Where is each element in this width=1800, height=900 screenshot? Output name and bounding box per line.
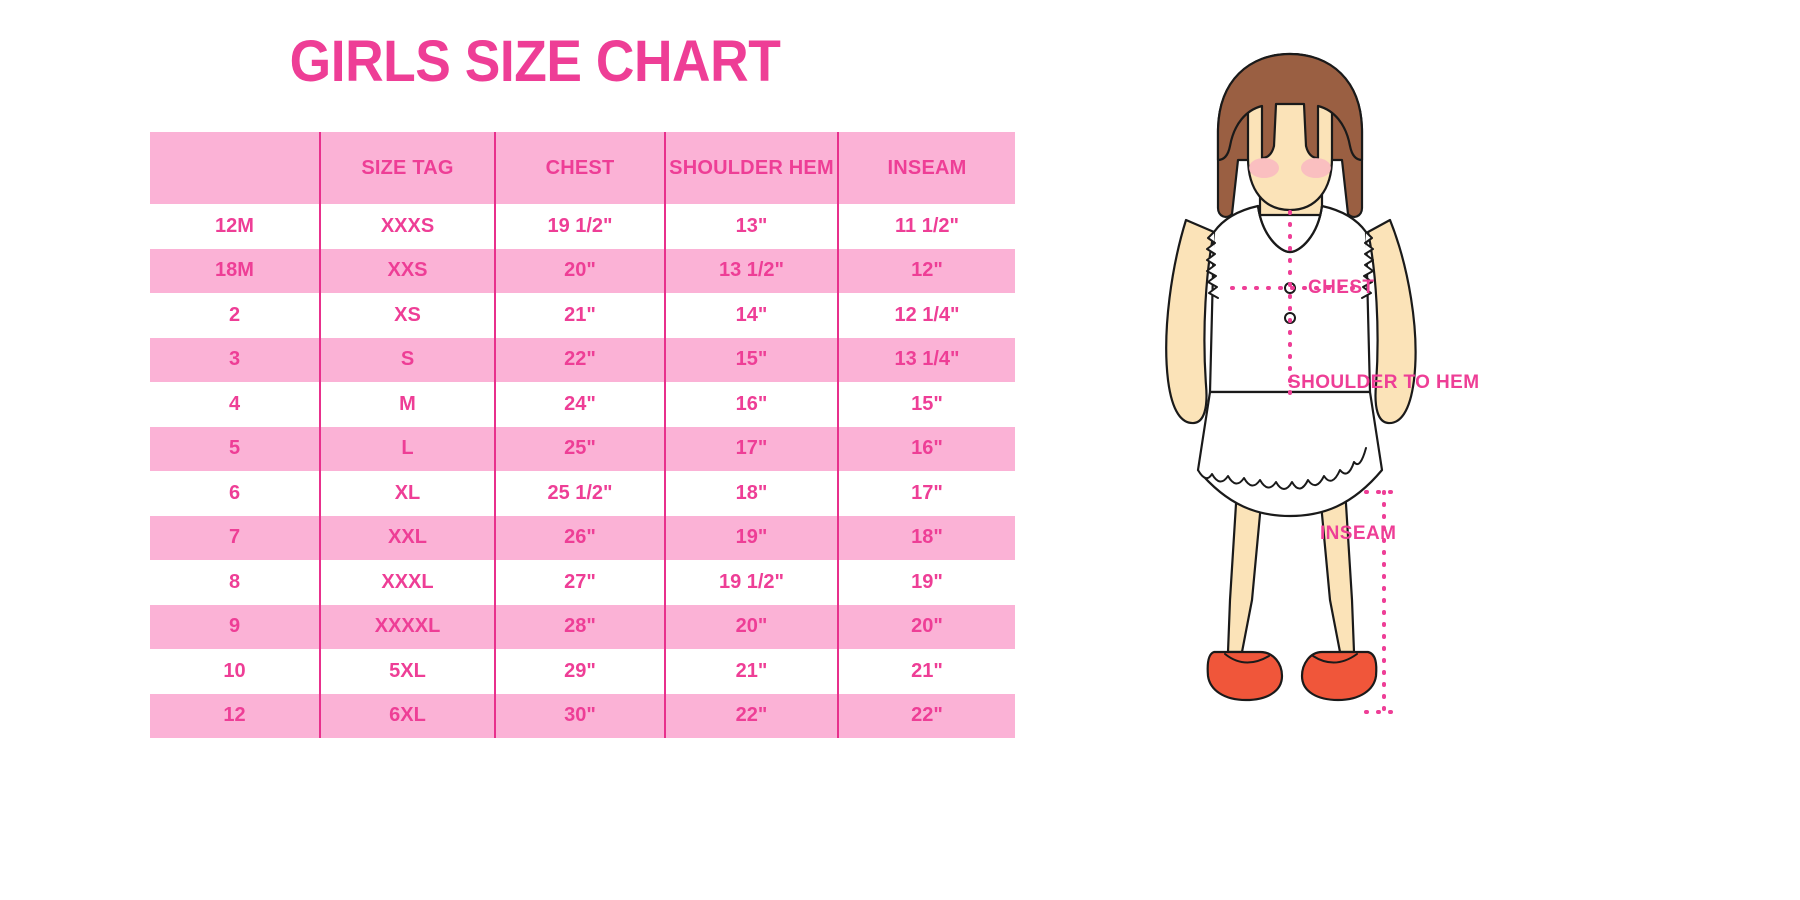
cell-size: 8 bbox=[228, 570, 241, 593]
cell-shoulder-hem: 13" bbox=[664, 204, 838, 249]
right-cheek bbox=[1301, 158, 1331, 178]
table-body: 12M XXXS 19 1/2" 13" 11 1/2" 18M XXS 20"… bbox=[150, 204, 1015, 738]
table-row: 12 6XL 30" 22" 22" bbox=[150, 693, 1015, 738]
cell-size-tag: 6XL bbox=[319, 693, 495, 738]
left-arm bbox=[1165, 218, 1216, 425]
cell-size-tag: L bbox=[319, 426, 495, 471]
girl-figure-illustration bbox=[1090, 40, 1510, 780]
cell-size-tag: XXXL bbox=[319, 560, 495, 605]
cell-size: 12M bbox=[215, 214, 254, 237]
table-header-row: SIZE TAG CHEST SHOULDER HEM INSEAM bbox=[150, 132, 1015, 204]
cell-size-tag: XS bbox=[319, 293, 495, 338]
column-header-size bbox=[150, 132, 320, 204]
cell-size-tag: XXXXL bbox=[319, 604, 495, 649]
cell-inseam: 19" bbox=[837, 560, 1015, 605]
table-header: SIZE TAG CHEST SHOULDER HEM INSEAM bbox=[150, 132, 1015, 204]
column-header-size-tag: SIZE TAG bbox=[319, 132, 495, 204]
cell-chest: 25 1/2" bbox=[494, 471, 665, 516]
cell-size: 5 bbox=[228, 437, 241, 460]
cell-shoulder-hem: 20" bbox=[664, 604, 838, 649]
left-sleeve-ruffle bbox=[1206, 231, 1219, 299]
table-row: 10 5XL 29" 21" 21" bbox=[150, 649, 1015, 694]
cell-size-tag: XXL bbox=[319, 515, 495, 560]
column-header-inseam: INSEAM bbox=[837, 132, 1015, 204]
cell-inseam: 17" bbox=[837, 471, 1015, 516]
table-row: 8 XXXL 27" 19 1/2" 19" bbox=[150, 560, 1015, 605]
left-shoe-strap bbox=[1224, 653, 1270, 664]
cell-chest: 29" bbox=[494, 649, 665, 694]
cell-size: 4 bbox=[228, 392, 241, 415]
cell-inseam: 20" bbox=[837, 604, 1015, 649]
skirt-hem-ruffle bbox=[1197, 447, 1367, 490]
cell-inseam: 11 1/2" bbox=[837, 204, 1015, 249]
cell-size-tag: M bbox=[319, 382, 495, 427]
cell-size-tag: 5XL bbox=[319, 649, 495, 694]
table-row: 9 XXXXL 28" 20" 20" bbox=[150, 604, 1015, 649]
cell-inseam: 12 1/4" bbox=[837, 293, 1015, 338]
table-row: 12M XXXS 19 1/2" 13" 11 1/2" bbox=[150, 204, 1015, 249]
table-row: 7 XXL 26" 19" 18" bbox=[150, 515, 1015, 560]
cell-shoulder-hem: 21" bbox=[664, 649, 838, 694]
table-row: 18M XXS 20" 13 1/2" 12" bbox=[150, 248, 1015, 293]
cell-chest: 26" bbox=[494, 515, 665, 560]
left-shoe bbox=[1206, 650, 1284, 702]
cell-inseam: 22" bbox=[837, 693, 1015, 738]
cell-chest: 30" bbox=[494, 693, 665, 738]
cell-chest: 27" bbox=[494, 560, 665, 605]
column-header-chest: CHEST bbox=[494, 132, 665, 204]
cell-inseam: 13 1/4" bbox=[837, 337, 1015, 382]
cell-size-tag: S bbox=[319, 337, 495, 382]
cell-size: 10 bbox=[223, 659, 246, 682]
table-row: 6 XL 25 1/2" 18" 17" bbox=[150, 471, 1015, 516]
cell-inseam: 18" bbox=[837, 515, 1015, 560]
cell-shoulder-hem: 19" bbox=[664, 515, 838, 560]
size-chart-table-container: SIZE TAG CHEST SHOULDER HEM INSEAM 12M X… bbox=[150, 132, 1015, 738]
cell-chest: 19 1/2" bbox=[494, 204, 665, 249]
cell-shoulder-hem: 15" bbox=[664, 337, 838, 382]
table-row: 5 L 25" 17" 16" bbox=[150, 426, 1015, 471]
neckline bbox=[1256, 204, 1324, 254]
right-shoe-strap bbox=[1312, 653, 1358, 664]
hair-front bbox=[1216, 52, 1364, 162]
cell-shoulder-hem: 13 1/2" bbox=[664, 248, 838, 293]
right-shoe bbox=[1300, 650, 1378, 702]
cell-chest: 25" bbox=[494, 426, 665, 471]
cell-size: 7 bbox=[228, 526, 241, 549]
cell-shoulder-hem: 22" bbox=[664, 693, 838, 738]
skirt bbox=[1196, 390, 1384, 518]
cell-size: 18M bbox=[215, 259, 254, 282]
cell-size: 6 bbox=[228, 481, 241, 504]
cell-size-tag: XXXS bbox=[319, 204, 495, 249]
cell-shoulder-hem: 19 1/2" bbox=[664, 560, 838, 605]
table-row: 2 XS 21" 14" 12 1/4" bbox=[150, 293, 1015, 338]
right-arm bbox=[1366, 218, 1417, 425]
cell-size-tag: XXS bbox=[319, 248, 495, 293]
cell-shoulder-hem: 18" bbox=[664, 471, 838, 516]
cell-size: 3 bbox=[228, 348, 241, 371]
cell-chest: 20" bbox=[494, 248, 665, 293]
cell-size-tag: XL bbox=[319, 471, 495, 516]
cell-chest: 21" bbox=[494, 293, 665, 338]
right-sleeve-ruffle bbox=[1361, 231, 1374, 299]
cell-inseam: 15" bbox=[837, 382, 1015, 427]
cell-chest: 22" bbox=[494, 337, 665, 382]
cell-shoulder-hem: 16" bbox=[664, 382, 838, 427]
cell-size: 9 bbox=[228, 615, 241, 638]
left-cheek bbox=[1249, 158, 1279, 178]
cell-inseam: 21" bbox=[837, 649, 1015, 694]
cell-inseam: 12" bbox=[837, 248, 1015, 293]
cell-shoulder-hem: 14" bbox=[664, 293, 838, 338]
cell-inseam: 16" bbox=[837, 426, 1015, 471]
cell-chest: 24" bbox=[494, 382, 665, 427]
cell-chest: 28" bbox=[494, 604, 665, 649]
cell-shoulder-hem: 17" bbox=[664, 426, 838, 471]
table-row: 3 S 22" 15" 13 1/4" bbox=[150, 337, 1015, 382]
column-header-shoulder-hem: SHOULDER HEM bbox=[664, 132, 838, 204]
cell-size: 12 bbox=[223, 704, 246, 727]
page-title: GIRLS SIZE CHART bbox=[289, 29, 781, 94]
size-chart-table: SIZE TAG CHEST SHOULDER HEM INSEAM 12M X… bbox=[150, 132, 1015, 738]
cell-size: 2 bbox=[228, 303, 241, 326]
table-row: 4 M 24" 16" 15" bbox=[150, 382, 1015, 427]
